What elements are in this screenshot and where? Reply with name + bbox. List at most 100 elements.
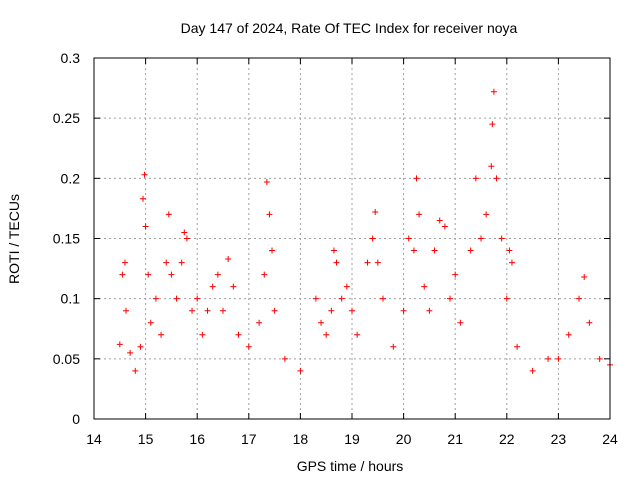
data-point-marker	[145, 271, 152, 278]
y-tick-label: 0	[72, 411, 80, 427]
data-point-marker	[230, 283, 237, 290]
x-tick-label: 19	[344, 431, 360, 447]
data-point-marker	[266, 211, 273, 218]
data-point-marker	[436, 217, 443, 224]
data-point-marker	[297, 367, 304, 374]
data-point-marker	[189, 307, 196, 314]
x-tick-label: 24	[602, 431, 618, 447]
data-point-marker	[506, 247, 513, 254]
data-point-marker	[318, 319, 325, 326]
data-point-marker	[245, 343, 252, 350]
data-point-marker	[364, 259, 371, 266]
x-tick-label: 22	[499, 431, 515, 447]
data-point-marker	[225, 255, 232, 262]
y-tick-label: 0.15	[53, 231, 80, 247]
data-point-marker	[158, 331, 165, 338]
x-axis-label: GPS time / hours	[297, 458, 404, 474]
data-point-marker	[140, 195, 147, 202]
data-point-marker	[508, 259, 515, 266]
x-tick-label: 14	[86, 431, 102, 447]
data-point-marker	[328, 307, 335, 314]
data-point-marker	[269, 247, 276, 254]
x-tick-label: 17	[241, 431, 257, 447]
data-point-marker	[372, 209, 379, 216]
data-point-marker	[271, 307, 278, 314]
data-point-marker	[235, 331, 242, 338]
data-points	[116, 88, 613, 374]
data-point-marker	[472, 175, 479, 182]
data-point-marker	[165, 211, 172, 218]
data-point-marker	[209, 283, 216, 290]
data-point-marker	[119, 271, 126, 278]
data-point-marker	[127, 349, 134, 356]
data-point-marker	[199, 331, 206, 338]
y-axis-label: ROTI / TECUs	[6, 194, 22, 284]
data-point-marker	[503, 295, 510, 302]
data-point-marker	[478, 235, 484, 242]
data-point-marker	[488, 163, 495, 170]
data-point-marker	[132, 367, 139, 374]
y-tick-label: 0.2	[61, 170, 81, 186]
data-point-marker	[152, 295, 159, 302]
data-point-marker	[323, 331, 330, 338]
data-point-marker	[220, 307, 226, 314]
data-point-marker	[374, 259, 381, 266]
data-point-marker	[116, 341, 123, 348]
data-point-marker	[122, 307, 129, 314]
data-point-marker	[390, 343, 397, 350]
data-point-marker	[565, 331, 572, 338]
data-point-marker	[413, 175, 420, 182]
data-point-marker	[529, 367, 536, 374]
data-point-marker	[441, 223, 448, 230]
x-tick-label: 15	[138, 431, 154, 447]
data-point-marker	[137, 343, 144, 350]
data-point-marker	[214, 271, 221, 278]
x-tick-label: 20	[396, 431, 412, 447]
data-point-marker	[596, 355, 603, 362]
data-point-marker	[410, 247, 417, 254]
data-point-marker	[426, 307, 433, 314]
data-point-marker	[514, 343, 521, 350]
y-tick-label: 0.25	[53, 110, 80, 126]
data-point-marker	[581, 274, 588, 281]
data-point-marker	[457, 319, 464, 326]
y-tick-label: 0.3	[61, 50, 81, 66]
data-point-marker	[168, 271, 175, 278]
data-point-marker	[173, 295, 180, 302]
data-point-marker	[147, 319, 154, 326]
y-tick-label: 0.05	[53, 351, 80, 367]
data-point-marker	[204, 307, 211, 314]
data-point-marker	[338, 295, 345, 302]
data-point-marker	[349, 307, 355, 314]
chart-title: Day 147 of 2024, Rate Of TEC Index for r…	[181, 20, 518, 36]
data-point-marker	[369, 235, 376, 242]
data-point-marker	[452, 271, 459, 278]
data-point-marker	[343, 283, 350, 290]
data-point-marker	[178, 259, 185, 266]
data-point-marker	[498, 235, 505, 242]
data-point-marker	[421, 283, 428, 290]
data-point-marker	[181, 229, 188, 236]
data-point-marker	[261, 271, 268, 278]
data-point-marker	[493, 175, 500, 182]
data-point-marker	[489, 121, 496, 128]
data-point-marker	[256, 319, 263, 326]
x-tick-label: 23	[551, 431, 567, 447]
data-point-marker	[141, 171, 148, 178]
x-tick-label: 18	[293, 431, 309, 447]
data-point-marker	[447, 295, 454, 302]
data-point-marker	[416, 211, 423, 218]
data-point-marker	[194, 295, 201, 302]
grid-lines	[94, 58, 610, 419]
data-point-marker	[545, 355, 552, 362]
x-tick-label: 21	[447, 431, 463, 447]
data-point-marker	[467, 247, 474, 254]
x-tick-label: 16	[189, 431, 205, 447]
data-point-marker	[490, 88, 497, 95]
data-point-marker	[263, 178, 270, 185]
data-point-marker	[281, 355, 288, 362]
data-point-marker	[405, 235, 412, 242]
data-point-marker	[483, 211, 490, 218]
axis-ticks: 14 15 16 17 18 19 20 21 22 23 24 0 0.05 0.1 0.15 0.2 0.2…	[53, 50, 618, 447]
